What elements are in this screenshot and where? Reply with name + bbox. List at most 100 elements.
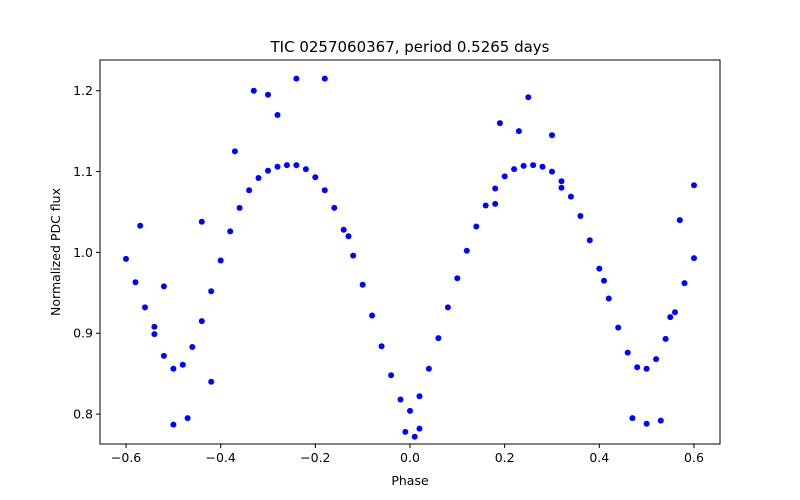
data-point xyxy=(160,352,167,359)
data-point xyxy=(601,277,607,284)
data-point xyxy=(653,356,660,363)
x-axis-ticks: −0.6 −0.4 −0.2 0.0 0.2 0.4 0.6 xyxy=(111,444,704,465)
data-point xyxy=(274,163,281,170)
data-point xyxy=(250,87,257,94)
data-point xyxy=(312,174,319,181)
data-point xyxy=(558,178,565,185)
data-point xyxy=(208,378,215,385)
data-point xyxy=(321,75,328,82)
data-point xyxy=(208,288,215,295)
data-point xyxy=(676,217,683,224)
data-point xyxy=(567,193,574,200)
y-tick-label: 1.0 xyxy=(73,245,93,260)
data-point xyxy=(369,312,376,319)
data-point xyxy=(265,167,271,174)
data-point xyxy=(321,187,328,194)
data-point xyxy=(586,237,593,244)
y-tick-label: 0.9 xyxy=(73,326,93,341)
chart-title: TIC 0257060367, period 0.5265 days xyxy=(269,38,549,56)
data-point xyxy=(142,304,148,311)
data-point xyxy=(511,166,518,173)
data-point xyxy=(170,421,177,428)
y-tick-label: 1.2 xyxy=(73,83,93,98)
data-point xyxy=(416,425,423,432)
data-point xyxy=(662,335,669,342)
x-tick-label: −0.4 xyxy=(206,450,236,465)
data-point xyxy=(615,324,622,331)
data-point xyxy=(520,162,527,169)
data-point xyxy=(454,275,461,282)
x-tick-label: −0.2 xyxy=(300,450,330,465)
data-point xyxy=(302,166,309,173)
data-point xyxy=(577,213,584,219)
data-point xyxy=(416,393,423,400)
data-point xyxy=(293,75,300,82)
data-point xyxy=(444,304,451,311)
x-tick-label: 0.4 xyxy=(589,450,609,465)
data-point xyxy=(525,94,532,101)
data-point xyxy=(539,163,546,170)
data-point xyxy=(137,222,144,229)
data-point xyxy=(170,365,177,372)
data-point xyxy=(265,91,271,98)
x-tick-label: −0.6 xyxy=(111,450,141,465)
data-point xyxy=(463,247,470,254)
y-axis-label: Normalized PDC flux xyxy=(48,188,63,316)
data-point xyxy=(657,417,664,424)
y-tick-label: 0.8 xyxy=(73,407,93,422)
data-point xyxy=(402,428,409,435)
data-point xyxy=(667,314,674,321)
data-point xyxy=(624,349,631,356)
data-point xyxy=(255,175,262,181)
data-point xyxy=(378,343,385,350)
data-point xyxy=(359,281,366,288)
data-point xyxy=(492,200,499,207)
data-point xyxy=(198,218,205,225)
data-point xyxy=(605,295,612,302)
data-point xyxy=(435,335,442,342)
data-point xyxy=(227,228,234,235)
data-point xyxy=(331,204,338,211)
data-point xyxy=(151,331,158,338)
x-tick-label: 0.2 xyxy=(495,450,515,465)
data-point xyxy=(549,168,555,175)
data-point xyxy=(530,162,537,169)
data-point xyxy=(596,265,603,272)
data-point xyxy=(629,415,636,422)
data-point xyxy=(411,433,418,440)
data-point xyxy=(549,132,555,139)
data-point xyxy=(501,173,508,180)
x-axis-label: Phase xyxy=(391,473,429,488)
data-point xyxy=(672,309,678,316)
data-point xyxy=(407,407,413,414)
data-point xyxy=(691,255,697,262)
y-axis-ticks: 0.8 0.9 1.0 1.1 1.2 xyxy=(73,83,100,422)
data-point xyxy=(425,365,432,372)
data-point xyxy=(473,223,480,230)
data-point xyxy=(482,202,489,209)
data-point xyxy=(350,252,357,259)
data-point xyxy=(388,372,395,379)
data-point xyxy=(558,184,565,191)
data-point xyxy=(681,280,688,287)
data-point xyxy=(492,185,499,192)
data-point xyxy=(236,204,243,211)
data-point xyxy=(345,233,352,240)
data-point xyxy=(231,148,238,155)
data-point xyxy=(397,396,404,403)
data-point xyxy=(198,318,205,325)
data-point xyxy=(132,279,139,286)
data-point xyxy=(160,283,167,290)
data-point xyxy=(643,420,650,427)
data-point xyxy=(293,162,300,169)
data-point xyxy=(643,365,650,372)
data-points xyxy=(123,75,697,440)
data-point xyxy=(151,323,158,330)
data-point xyxy=(515,128,522,135)
x-tick-label: 0.6 xyxy=(684,450,704,465)
data-point xyxy=(246,187,253,194)
data-point xyxy=(274,112,281,118)
x-tick-label: 0.0 xyxy=(400,450,420,465)
